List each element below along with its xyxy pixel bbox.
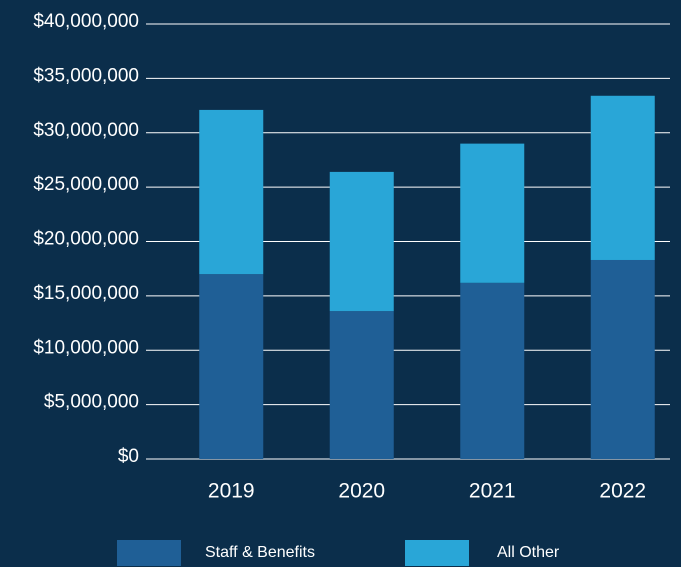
- x-tick-label: 2021: [469, 480, 516, 503]
- y-tick-label: $10,000,000: [33, 337, 139, 358]
- bar-segment: [590, 95, 655, 260]
- bar-segment: [590, 259, 655, 459]
- y-tick-label: $35,000,000: [33, 65, 139, 86]
- bar-segment: [329, 171, 394, 312]
- bar-segment: [199, 274, 264, 459]
- y-tick-label: $25,000,000: [33, 174, 139, 195]
- legend-swatch: [117, 540, 181, 566]
- bar-segment: [460, 282, 525, 459]
- legend-label: All Other: [497, 544, 560, 561]
- x-tick-label: 2019: [208, 480, 255, 503]
- bar-segment: [199, 109, 264, 275]
- y-tick-label: $5,000,000: [44, 392, 139, 413]
- y-tick-label: $20,000,000: [33, 229, 139, 250]
- y-tick-label: $30,000,000: [33, 120, 139, 141]
- y-tick-label: $15,000,000: [33, 283, 139, 304]
- legend-swatch: [405, 540, 469, 566]
- x-tick-label: 2022: [599, 480, 646, 503]
- legend-label: Staff & Benefits: [205, 544, 315, 561]
- x-tick-label: 2020: [338, 480, 385, 503]
- bar-segment: [329, 311, 394, 459]
- y-tick-label: $40,000,000: [33, 11, 139, 32]
- y-tick-label: $0: [118, 446, 139, 467]
- bar-segment: [460, 143, 525, 283]
